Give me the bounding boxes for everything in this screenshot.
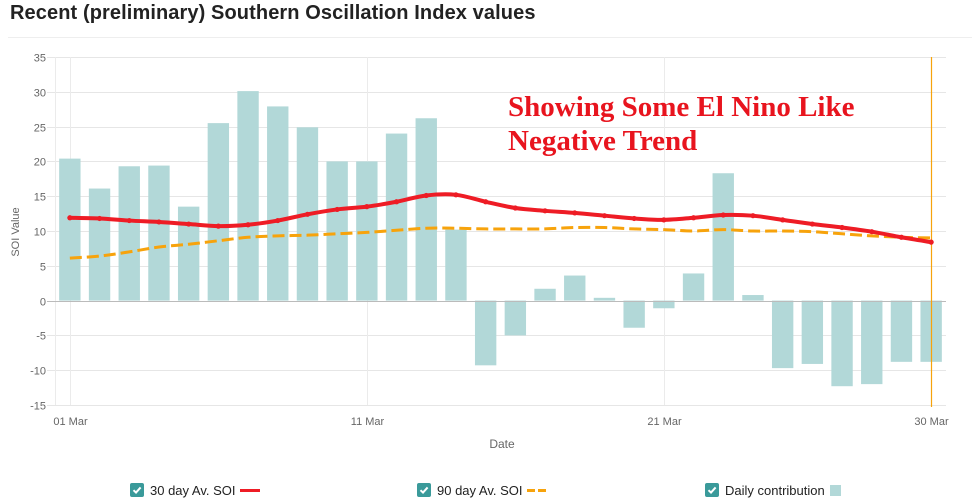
point-30-day-soi xyxy=(453,192,459,198)
soi-chart: 35 30 25 20 15 10 5 0 -5 -10 -15 01 Mar 11 Mar 21 Ma… xyxy=(10,53,949,452)
bar-daily-contribution xyxy=(385,133,408,301)
legend-90-day-toggle[interactable]: 90 day Av. SOI xyxy=(417,480,546,500)
dashed-line-swatch-icon xyxy=(526,488,546,492)
point-30-day-soi xyxy=(215,223,221,229)
legend-daily-toggle[interactable]: Daily contribution xyxy=(705,480,841,500)
point-30-day-soi xyxy=(690,215,697,221)
y-tick-label: -15 xyxy=(30,401,46,413)
checkbox-checked-icon[interactable] xyxy=(417,483,431,497)
point-30-day-soi xyxy=(67,215,73,221)
solid-line-swatch-icon xyxy=(239,488,260,492)
x-axis-label: Date xyxy=(489,437,515,451)
bar-daily-contribution xyxy=(177,206,200,301)
point-30-day-soi xyxy=(393,199,400,205)
bar-daily-contribution xyxy=(237,91,259,301)
y-axis-ticks: 35 30 25 20 15 10 5 0 -5 -10 -15 xyxy=(30,53,46,413)
point-30-day-soi xyxy=(839,224,845,231)
legend-label: Daily contribution xyxy=(725,482,825,498)
point-30-day-soi xyxy=(631,215,637,222)
y-tick-label: 0 xyxy=(40,297,46,309)
bar-daily-contribution xyxy=(653,300,675,309)
bar-daily-contribution xyxy=(88,188,111,301)
bar-daily-contribution xyxy=(207,123,230,301)
point-30-day-soi xyxy=(928,239,934,245)
annotation-line-2: Negative Trend xyxy=(508,125,698,157)
x-tick-label: 11 Mar xyxy=(351,416,385,428)
legend-label: 30 day Av. SOI xyxy=(150,482,236,498)
bar-daily-contribution xyxy=(771,300,794,369)
line-90-day-soi xyxy=(69,225,932,260)
bar-daily-contribution xyxy=(326,161,348,301)
bar-daily-contribution xyxy=(59,158,81,301)
point-30-day-soi xyxy=(126,217,132,224)
point-30-day-soi xyxy=(156,219,162,225)
chart-title: Recent (preliminary) Southern Oscillatio… xyxy=(10,2,536,24)
bar-daily-contribution xyxy=(445,229,467,301)
point-30-day-soi xyxy=(512,205,518,211)
bar-daily-contribution xyxy=(118,166,140,301)
bar-daily-contribution xyxy=(801,300,824,364)
bar-daily-contribution xyxy=(742,295,764,301)
annotation-line-1: Showing Some El Nino Like xyxy=(508,91,855,123)
point-30-day-soi xyxy=(898,234,905,240)
point-30-day-soi xyxy=(780,217,786,223)
point-30-day-soi xyxy=(542,208,548,214)
point-30-day-soi xyxy=(869,229,875,235)
point-30-day-soi xyxy=(750,213,756,219)
bar-daily-contribution xyxy=(474,300,497,366)
y-tick-label: 30 xyxy=(34,88,46,100)
bar-swatch-icon xyxy=(829,484,841,496)
bar-daily-contribution xyxy=(682,273,705,301)
y-tick-label: 10 xyxy=(34,227,46,239)
point-30-day-soi xyxy=(364,204,370,210)
point-30-day-soi xyxy=(334,206,340,213)
bar-daily-contribution xyxy=(712,173,734,301)
point-30-day-soi xyxy=(809,221,815,227)
checkbox-checked-icon[interactable] xyxy=(705,483,719,497)
point-30-day-soi xyxy=(423,192,429,199)
bar-daily-contribution xyxy=(148,165,170,301)
point-30-day-soi xyxy=(96,215,103,222)
point-30-day-soi xyxy=(720,212,726,218)
bar-daily-contribution xyxy=(504,300,527,336)
legend-30-day-toggle[interactable]: 30 day Av. SOI xyxy=(130,480,260,500)
y-tick-label: -5 xyxy=(36,331,46,343)
bar-daily-contribution xyxy=(831,300,853,387)
y-axis-label: SOI Value xyxy=(10,207,22,256)
y-tick-label: 35 xyxy=(34,53,46,65)
title-divider xyxy=(8,37,972,38)
y-tick-label: 20 xyxy=(34,157,46,169)
bar-daily-contribution xyxy=(861,300,883,385)
point-30-day-soi xyxy=(572,210,578,216)
point-30-day-soi xyxy=(601,213,608,219)
x-axis-ticks: 01 Mar 11 Mar 21 Mar 30 Mar xyxy=(53,416,949,428)
bar-daily-contribution xyxy=(623,300,645,328)
y-tick-label: -10 xyxy=(30,366,46,378)
y-tick-label: 15 xyxy=(34,192,46,204)
x-tick-label: 30 Mar xyxy=(914,416,949,428)
legend-label: 90 day Av. SOI xyxy=(437,482,523,498)
point-30-day-soi xyxy=(661,217,667,223)
point-30-day-soi xyxy=(483,199,489,205)
point-30-day-soi xyxy=(275,217,281,224)
bar-daily-contribution xyxy=(534,288,556,301)
bar-daily-contribution xyxy=(267,106,289,301)
bar-daily-contribution xyxy=(593,297,616,301)
point-30-day-soi xyxy=(304,211,311,217)
point-30-day-soi xyxy=(186,221,192,227)
bar-daily-contribution xyxy=(564,275,586,301)
series-lines xyxy=(67,57,934,407)
x-tick-label: 21 Mar xyxy=(647,416,682,428)
y-tick-label: 5 xyxy=(40,262,46,274)
y-tick-label: 25 xyxy=(34,123,46,135)
bar-daily-contribution xyxy=(415,118,437,301)
trend-annotation: Showing Some El Nino Like Negative Trend xyxy=(508,90,854,158)
checkbox-checked-icon[interactable] xyxy=(130,483,144,497)
point-30-day-soi xyxy=(245,222,251,228)
bar-daily-contribution xyxy=(890,300,913,362)
x-tick-label: 01 Mar xyxy=(53,416,88,428)
